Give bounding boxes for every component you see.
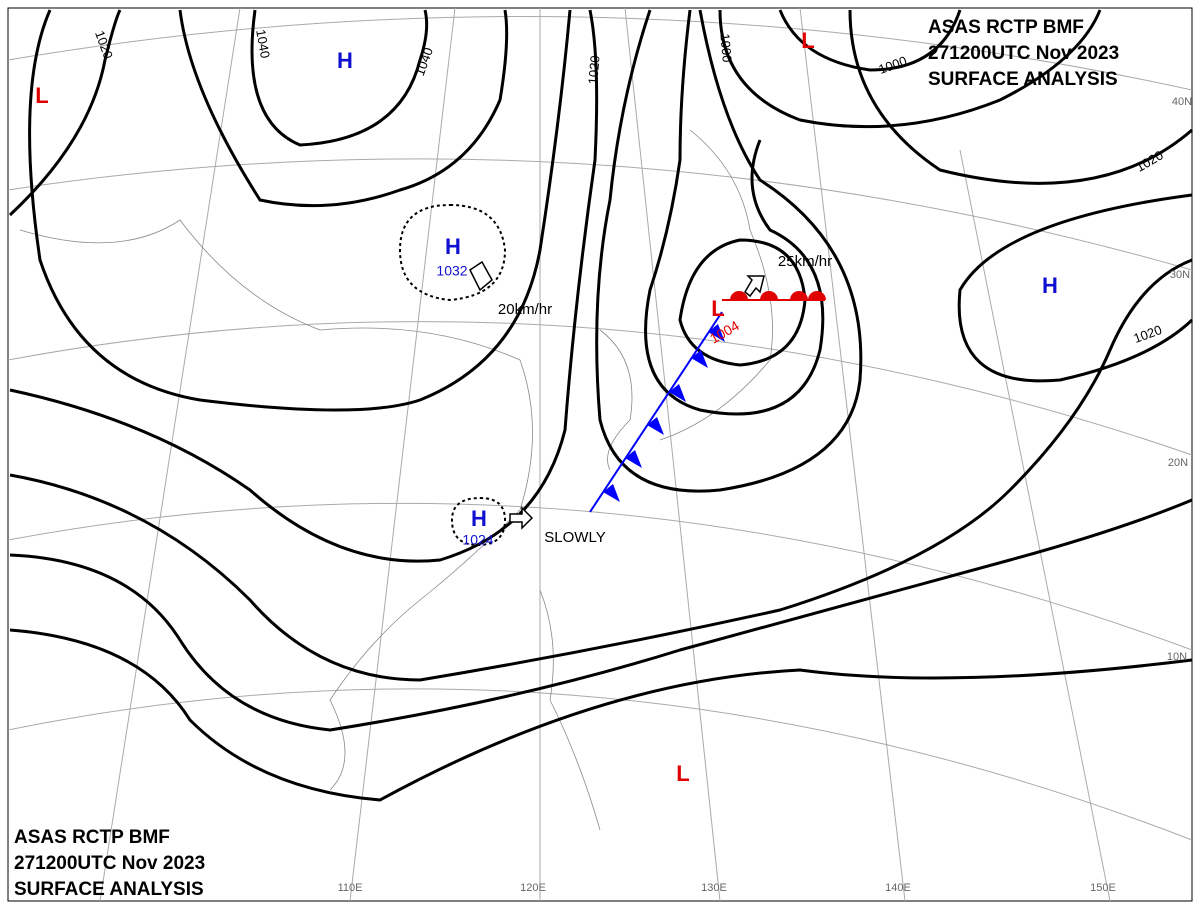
high-label: H <box>471 506 487 531</box>
isobars <box>8 9 1194 802</box>
header-line: 271200UTC Nov 2023 <box>928 43 1119 64</box>
longitude-label: 130E <box>701 882 727 894</box>
graticule <box>7 7 1193 902</box>
footer-line: SURFACE ANALYSIS <box>14 879 204 900</box>
footer-line: 271200UTC Nov 2023 <box>14 853 205 874</box>
longitude-label: 110E <box>338 882 363 894</box>
longitude-label: 120E <box>520 882 546 894</box>
high-pressure: 1032 <box>436 263 467 279</box>
motion-label: 25km/hr <box>778 253 832 270</box>
longitude-label: 140E <box>885 882 911 894</box>
footer-line: ASAS RCTP BMF <box>14 827 170 848</box>
isobar-label: 1020 <box>585 55 602 85</box>
latitude-label: 40N <box>1172 96 1192 108</box>
high-pressure: 1024 <box>462 532 493 548</box>
low-label: L <box>801 28 814 53</box>
motion-label: SLOWLY <box>544 529 605 546</box>
motion-arrows <box>469 260 765 530</box>
low-label: L <box>676 761 689 786</box>
latitude-label: 10N <box>1167 651 1187 663</box>
high-label: H <box>445 234 461 259</box>
fronts <box>589 291 826 513</box>
header-line: SURFACE ANALYSIS <box>928 69 1118 90</box>
header-line: ASAS RCTP BMF <box>928 17 1084 38</box>
isobar-label: 1040 <box>253 28 273 59</box>
frame <box>7 7 1193 902</box>
motion-label: 20km/hr <box>498 301 552 318</box>
low-label: L <box>711 296 724 321</box>
low-label: L <box>35 83 48 108</box>
high-label: H <box>337 48 353 73</box>
longitude-label: 150E <box>1090 882 1116 894</box>
high-label: H <box>1042 273 1058 298</box>
isobar-label: 1000 <box>717 33 734 63</box>
latitude-label: 30N <box>1170 269 1190 281</box>
latitude-label: 20N <box>1168 457 1188 469</box>
